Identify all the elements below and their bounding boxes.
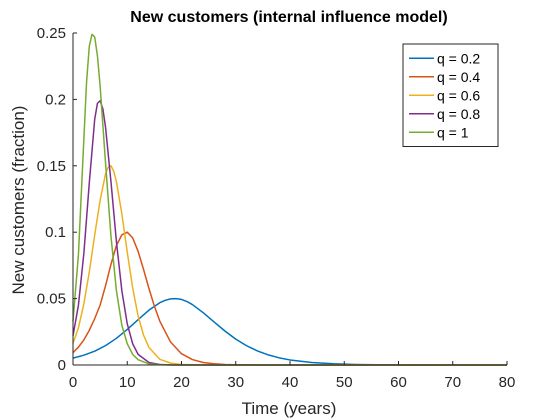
x-tick-label: 0 xyxy=(69,374,77,391)
y-tick-label: 0.1 xyxy=(45,224,66,241)
x-tick-label: 20 xyxy=(173,374,190,391)
x-tick-label: 40 xyxy=(282,374,299,391)
legend-label-1: q = 0.2 xyxy=(437,50,480,66)
y-tick-label: 0.25 xyxy=(37,25,66,42)
x-axis: 0 10 20 30 40 50 60 70 80 xyxy=(69,361,516,391)
y-axis-label: New customers (fraction) xyxy=(9,106,28,295)
legend-label-5: q = 1 xyxy=(437,124,469,140)
x-tick-label: 50 xyxy=(336,374,353,391)
x-tick-label: 30 xyxy=(227,374,244,391)
y-tick-label: 0.2 xyxy=(45,91,66,108)
series-line-1 xyxy=(72,297,507,366)
legend-label-3: q = 0.6 xyxy=(437,87,480,103)
legend: q = 0.2 q = 0.4 q = 0.6 q = 0.8 q = 1 xyxy=(402,43,499,147)
y-tick-label: 0.15 xyxy=(37,158,66,175)
y-axis: 0 0.05 0.1 0.15 0.2 0.25 xyxy=(37,25,77,374)
y-tick-label: 0 xyxy=(58,357,66,374)
legend-label-4: q = 0.8 xyxy=(437,106,480,122)
x-tick-label: 70 xyxy=(444,374,461,391)
x-tick-label: 10 xyxy=(119,374,136,391)
legend-label-2: q = 0.4 xyxy=(437,69,480,85)
chart-title: New customers (internal influence model) xyxy=(130,9,447,26)
x-axis-label: Time (years) xyxy=(242,399,337,418)
x-tick-label: 60 xyxy=(390,374,407,391)
x-tick-label: 80 xyxy=(499,374,516,391)
y-tick-label: 0.05 xyxy=(37,291,66,308)
